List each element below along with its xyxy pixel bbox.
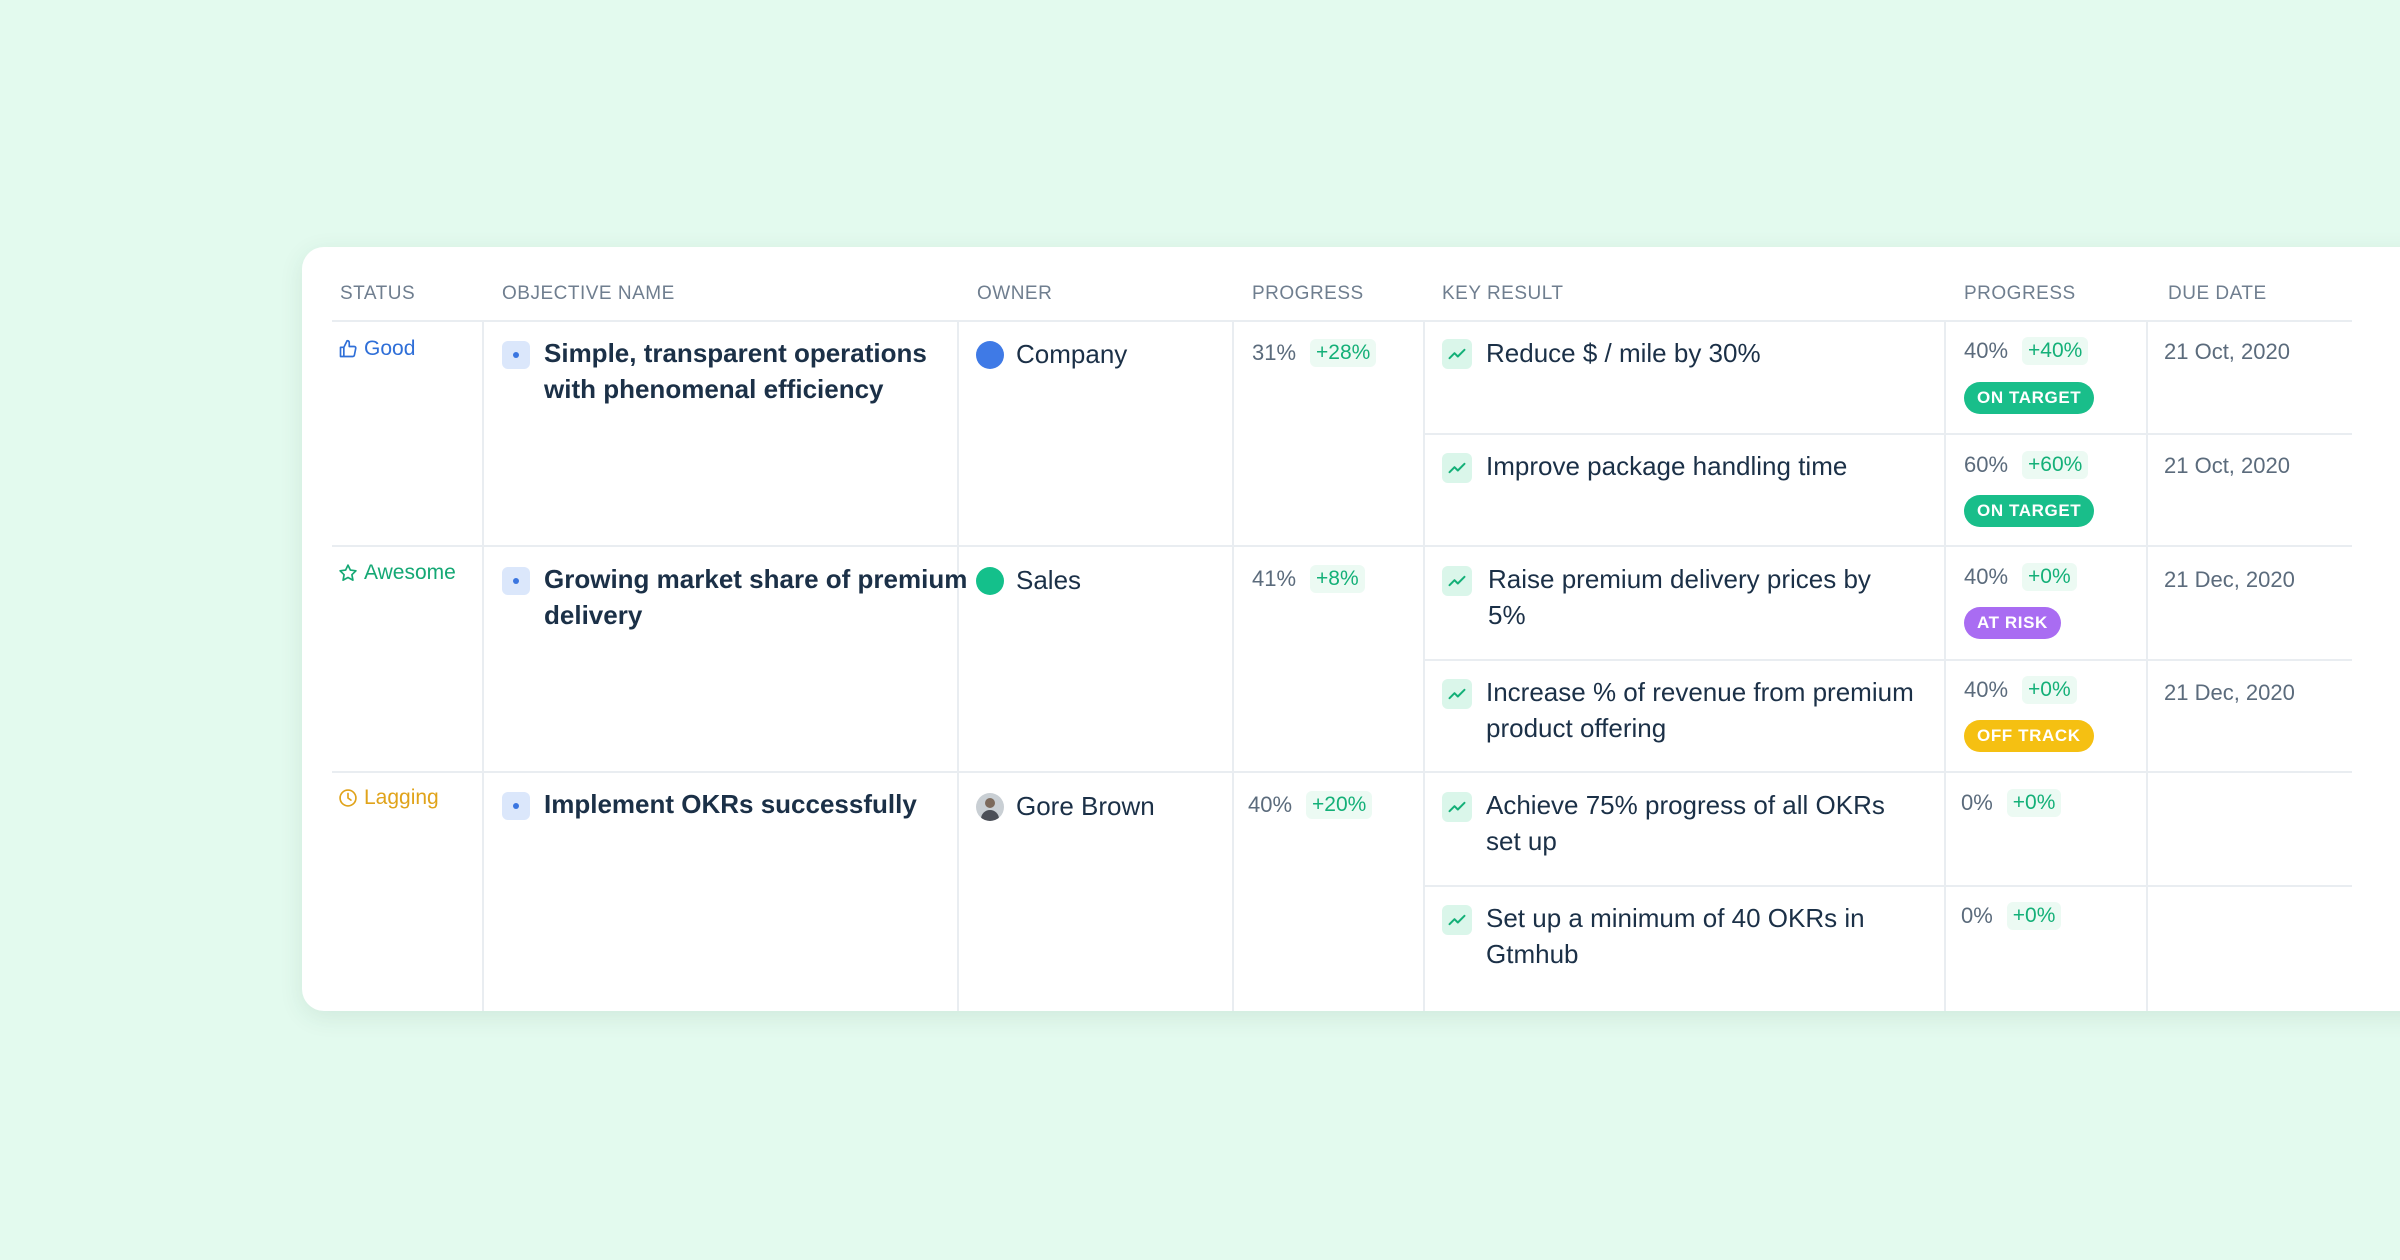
trend-up-icon [1442, 905, 1472, 935]
progress-delta: +20% [1306, 791, 1373, 819]
progress-delta: +0% [2006, 902, 2062, 930]
owner[interactable]: Sales [976, 565, 1081, 596]
progress-percent: 60% [1964, 452, 2009, 477]
thumbs-up-icon [339, 339, 357, 358]
key-result-name[interactable]: Increase % of revenue from premium produ… [1486, 677, 1914, 743]
kr-progress: 40% +0% [1964, 563, 2077, 591]
status-good[interactable]: Good [338, 337, 415, 361]
progress-delta: +8% [1310, 565, 1365, 593]
status-awesome[interactable]: Awesome [338, 561, 456, 585]
owner-name: Sales [1016, 565, 1082, 595]
progress-percent: 40% [1964, 338, 2009, 363]
column-header-kr-progress[interactable]: PROGRESS [1964, 283, 2076, 304]
status-lagging[interactable]: Lagging [338, 786, 439, 810]
key-result-name[interactable]: Set up a minimum of 40 OKRs in Gtmhub [1486, 903, 1865, 969]
header-divider [332, 320, 2352, 322]
objective-name[interactable]: Growing market share of premium delivery [544, 564, 968, 630]
progress-delta: +0% [2022, 676, 2077, 704]
status-badge: ON TARGET [1964, 382, 2095, 414]
trend-up-icon [1442, 679, 1472, 709]
objective-progress: 41% +8% [1252, 565, 1365, 593]
objective-name[interactable]: Implement OKRs successfully [544, 789, 917, 819]
due-date: 21 Dec, 2020 [2164, 680, 2295, 705]
key-result-name[interactable]: Improve package handling time [1486, 451, 1848, 481]
due-date: 21 Dec, 2020 [2164, 567, 2295, 592]
progress-percent: 31% [1252, 340, 1297, 365]
kr-divider [1424, 885, 2352, 887]
status-label: Lagging [364, 786, 439, 809]
column-header-due-date[interactable]: DUE DATE [2168, 283, 2267, 304]
column-divider [1944, 321, 1946, 1011]
row-divider [332, 771, 2352, 773]
clock-icon [339, 789, 357, 807]
progress-percent: 40% [1964, 677, 2009, 702]
progress-delta: +0% [2022, 563, 2077, 591]
column-divider [1232, 321, 1234, 1011]
row-divider [332, 545, 2352, 547]
star-icon [339, 564, 357, 581]
objective-name[interactable]: Simple, transparent operations with phen… [544, 338, 927, 404]
status-badge: AT RISK [1964, 607, 2061, 639]
avatar [976, 792, 1004, 821]
key-result-name[interactable]: Reduce $ / mile by 30% [1486, 338, 1761, 368]
team-dot-icon [976, 340, 1004, 369]
owner[interactable]: Company [976, 339, 1127, 370]
kr-progress: 60% +60% [1964, 451, 2089, 479]
progress-percent: 40% [1964, 564, 2009, 589]
owner-name: Gore Brown [1016, 791, 1155, 821]
trend-up-icon [1442, 453, 1472, 483]
progress-delta: +60% [2022, 451, 2089, 479]
trend-up-icon [1442, 792, 1472, 822]
owner[interactable]: Gore Brown [976, 791, 1155, 822]
key-result-name[interactable]: Raise premium delivery prices by 5% [1488, 564, 1871, 630]
column-header-owner[interactable]: OWNER [977, 283, 1053, 304]
column-divider [1423, 321, 1425, 1011]
trend-up-icon [1442, 339, 1472, 369]
status-label: Awesome [364, 561, 456, 584]
due-date: 21 Oct, 2020 [2164, 339, 2290, 364]
key-result-name[interactable]: Achieve 75% progress of all OKRs set up [1486, 790, 1885, 856]
due-date: 21 Oct, 2020 [2164, 453, 2290, 478]
team-dot-icon [976, 566, 1004, 595]
owner-name: Company [1016, 339, 1128, 369]
kr-divider [1424, 433, 2352, 435]
objective-icon [502, 341, 530, 369]
kr-divider [1424, 659, 2352, 661]
status-badge: ON TARGET [1964, 495, 2095, 527]
progress-delta: +40% [2022, 337, 2089, 365]
progress-percent: 0% [1961, 790, 1993, 815]
column-header-progress[interactable]: PROGRESS [1252, 283, 1364, 304]
trend-up-icon [1442, 566, 1472, 596]
progress-delta: +28% [1310, 339, 1377, 367]
objective-icon [502, 567, 530, 595]
objective-progress: 40% +20% [1248, 791, 1373, 819]
status-badge: OFF TRACK [1964, 720, 2094, 752]
okr-table: STATUS OBJECTIVE NAME OWNER PROGRESS KEY… [302, 247, 2400, 1011]
objective-progress: 31% +28% [1252, 339, 1377, 367]
objective-icon [502, 792, 530, 820]
kr-progress: 0% +0% [1961, 902, 2062, 930]
status-label: Good [364, 337, 416, 360]
progress-delta: +0% [2006, 789, 2062, 817]
column-divider [957, 321, 959, 1011]
progress-percent: 40% [1248, 792, 1293, 817]
kr-progress: 0% +0% [1961, 789, 2062, 817]
column-header-key-result[interactable]: KEY RESULT [1442, 283, 1564, 304]
kr-progress: 40% +0% [1964, 676, 2077, 704]
column-divider [482, 321, 484, 1011]
progress-percent: 41% [1252, 566, 1297, 591]
column-divider [2146, 321, 2148, 1011]
kr-progress: 40% +40% [1964, 337, 2089, 365]
progress-percent: 0% [1961, 903, 1993, 928]
column-header-status[interactable]: STATUS [340, 283, 416, 304]
column-header-objective[interactable]: OBJECTIVE NAME [502, 283, 675, 304]
